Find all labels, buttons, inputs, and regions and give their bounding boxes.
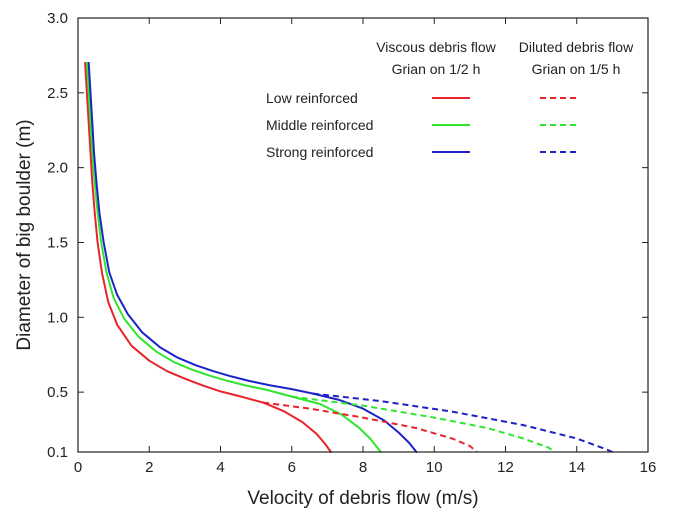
x-tick-label: 12 xyxy=(497,459,514,476)
series-line-middle-viscous xyxy=(85,61,382,453)
y-tick-label: 0.5 xyxy=(47,384,68,401)
plot-frame xyxy=(77,17,649,453)
x-tick-label: 10 xyxy=(426,459,443,476)
plot-series-layer xyxy=(84,61,613,453)
x-tick-label: 4 xyxy=(216,459,224,476)
x-tick-label: 0 xyxy=(74,459,82,476)
y-tick-label: 1.5 xyxy=(47,234,68,251)
axis-ticks: 0 2 4 6 8 10 12 14 16 0.1 0.5 1.0 1.5 2.0 2.5 3.0 xyxy=(47,10,656,476)
legend-row-label: Middle reinforced xyxy=(266,117,373,133)
y-tick-label: 2.5 xyxy=(47,85,68,102)
y-tick-label: 0.1 xyxy=(47,444,68,461)
legend: Viscous debris flow Grian on 1/2 h Diluted… xyxy=(266,39,634,160)
series-line-middle-diluted xyxy=(291,395,556,453)
x-tick-label: 2 xyxy=(145,459,153,476)
x-tick-label: 8 xyxy=(359,459,367,476)
series-line-strong-viscous xyxy=(87,61,418,453)
x-tick-label: 6 xyxy=(288,459,296,476)
legend-column-header: Diluted debris flow xyxy=(519,39,634,55)
x-tick-label: 16 xyxy=(640,459,657,476)
legend-row-label: Strong reinforced xyxy=(266,144,373,160)
y-axis-title: Diameter of big boulder (m) xyxy=(14,119,35,350)
x-axis-title: Velocity of debris flow (m/s) xyxy=(247,488,478,509)
legend-column-header: Grian on 1/5 h xyxy=(532,61,621,77)
legend-row-label: Low reinforced xyxy=(266,90,358,106)
y-tick-label: 3.0 xyxy=(47,10,68,27)
series-line-low-diluted xyxy=(263,401,478,453)
legend-column-header: Viscous debris flow xyxy=(376,39,496,55)
series-line-strong-diluted xyxy=(312,392,613,453)
y-tick-label: 2.0 xyxy=(47,160,68,177)
y-tick-label: 1.0 xyxy=(47,309,68,326)
series-line-low-viscous xyxy=(84,61,332,453)
x-tick-label: 14 xyxy=(568,459,585,476)
legend-column-header: Grian on 1/2 h xyxy=(392,61,481,77)
